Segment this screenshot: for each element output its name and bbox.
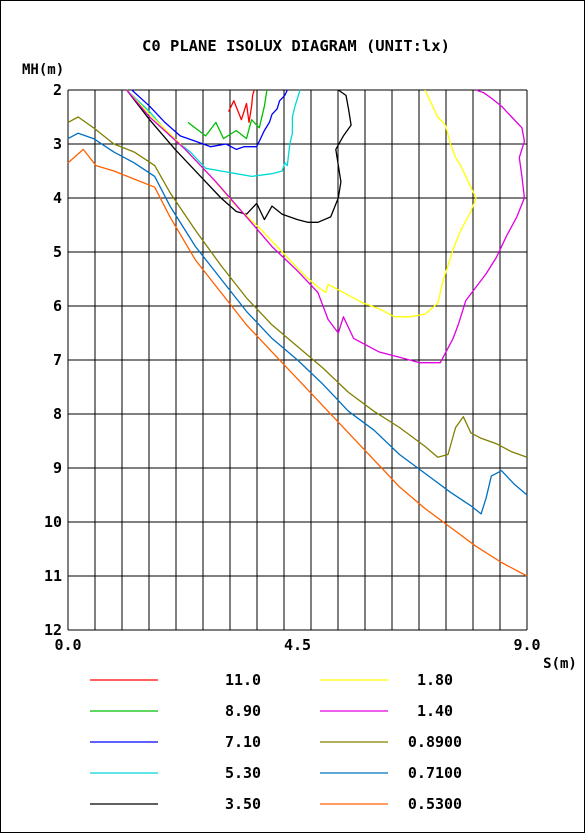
isolux-curve xyxy=(126,89,477,318)
x-axis-label: S(m) xyxy=(543,656,577,672)
x-tick-labels: 0.0 4.5 9.0 xyxy=(54,636,540,654)
isolux-curve xyxy=(126,89,526,364)
x-tick-label: 0.0 xyxy=(54,636,81,654)
x-tick-label: 9.0 xyxy=(513,636,540,654)
y-tick-labels: 2 3 4 5 6 7 8 9 10 11 12 xyxy=(44,81,62,639)
y-tick-label: 11 xyxy=(44,567,62,585)
x-tick-label: 4.5 xyxy=(284,636,311,654)
y-tick-label: 5 xyxy=(53,243,62,261)
chart-title: C0 PLANE ISOLUX DIAGRAM (UNIT:lx) xyxy=(142,37,450,55)
y-axis-label: MH(m) xyxy=(22,62,64,78)
isolux-curve xyxy=(228,89,255,124)
y-tick-label: 7 xyxy=(53,351,62,369)
legend-label: 0.8900 xyxy=(408,733,462,751)
legend-label: 1.40 xyxy=(417,702,453,720)
y-tick-label: 10 xyxy=(44,513,62,531)
y-tick-label: 12 xyxy=(44,621,62,639)
isolux-curve xyxy=(67,116,528,458)
legend-label: 8.90 xyxy=(225,702,261,720)
legend-label: 1.80 xyxy=(417,671,453,689)
legend-label: 7.10 xyxy=(225,733,261,751)
isolux-curve xyxy=(67,148,528,577)
legend-label: 0.7100 xyxy=(408,764,462,782)
isolux-curve xyxy=(67,132,528,515)
isolux-curve xyxy=(131,89,288,151)
legend: 11.0 8.90 7.10 5.30 3.50 1.80 1.40 0.8900 0.7100… xyxy=(90,671,462,813)
isolux-curve xyxy=(126,89,301,178)
legend-label: 11.0 xyxy=(225,671,261,689)
plot-grid xyxy=(67,89,528,631)
isolux-curve xyxy=(126,89,352,223)
y-tick-label: 9 xyxy=(53,459,62,477)
y-tick-label: 2 xyxy=(53,81,62,99)
y-tick-label: 8 xyxy=(53,405,62,423)
isolux-curve xyxy=(187,89,268,140)
y-tick-label: 6 xyxy=(53,297,62,315)
legend-label: 0.5300 xyxy=(408,795,462,813)
isolux-curves xyxy=(67,89,528,577)
y-tick-label: 4 xyxy=(53,189,62,207)
legend-label: 5.30 xyxy=(225,764,261,782)
y-tick-label: 3 xyxy=(53,135,62,153)
legend-label: 3.50 xyxy=(225,795,261,813)
